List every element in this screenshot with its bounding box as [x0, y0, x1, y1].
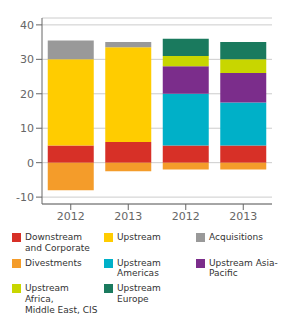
svg-text:2012: 2012	[57, 210, 85, 223]
html-text:Upstream Asia-Pacific: Upstream Asia-Pacific	[209, 257, 278, 279]
html-text:Upstream Europe: Upstream Europe	[117, 283, 161, 304]
html-text:Acquisitions: Acquisitions	[209, 232, 263, 242]
svg-text:40: 40	[20, 19, 34, 32]
svg-text:2013: 2013	[229, 210, 257, 223]
html-text:Upstream: Upstream	[117, 232, 161, 242]
html-text:Downstream and Corporate: Downstream and Corporate	[25, 232, 90, 253]
svg-text:-10: -10	[16, 191, 34, 204]
svg-text:20: 20	[20, 88, 34, 101]
svg-text:0: 0	[27, 157, 34, 170]
html-text:Upstream Africa, Middle East,: Upstream Africa, Middle East, CIS	[25, 283, 98, 315]
svg-text:30: 30	[20, 53, 34, 66]
svg-text:2012: 2012	[172, 210, 200, 223]
svg-text:10: 10	[20, 122, 34, 135]
html-text:Upstream Americas: Upstream Americas	[117, 257, 161, 279]
html-text:Divestments: Divestments	[25, 257, 82, 268]
svg-text:2013: 2013	[114, 210, 142, 223]
